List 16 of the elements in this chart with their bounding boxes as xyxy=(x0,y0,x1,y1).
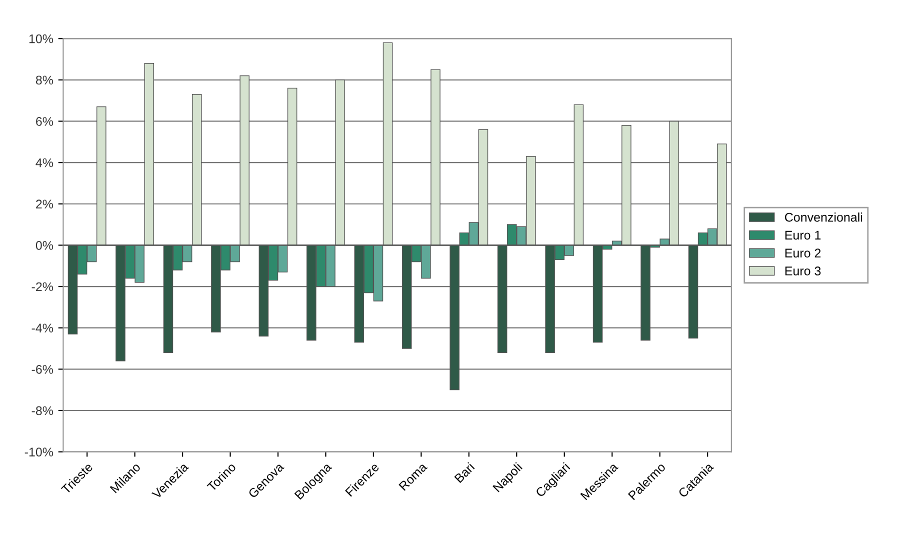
legend-label: Euro 3 xyxy=(785,266,821,276)
legend-label: Convenzionali xyxy=(784,212,862,222)
x-tick-label: Bari xyxy=(454,462,475,484)
y-tick-label: -10% xyxy=(24,448,54,456)
y-tick-label: 10% xyxy=(29,34,54,44)
y-tick-label: -8% xyxy=(32,406,54,416)
legend-label: Euro 1 xyxy=(785,230,821,240)
y-tick-label: 2% xyxy=(36,200,54,208)
y-tick-label: -6% xyxy=(32,364,54,374)
y-tick-label: -2% xyxy=(32,282,54,292)
y-tick-label: 6% xyxy=(36,117,54,126)
y-tick-label: 4% xyxy=(36,158,54,168)
y-tick-label: -4% xyxy=(32,324,54,332)
y-tick-label: 0% xyxy=(36,240,54,250)
y-tick-label: 8% xyxy=(36,76,54,85)
legend-label: Euro 2 xyxy=(785,248,821,258)
